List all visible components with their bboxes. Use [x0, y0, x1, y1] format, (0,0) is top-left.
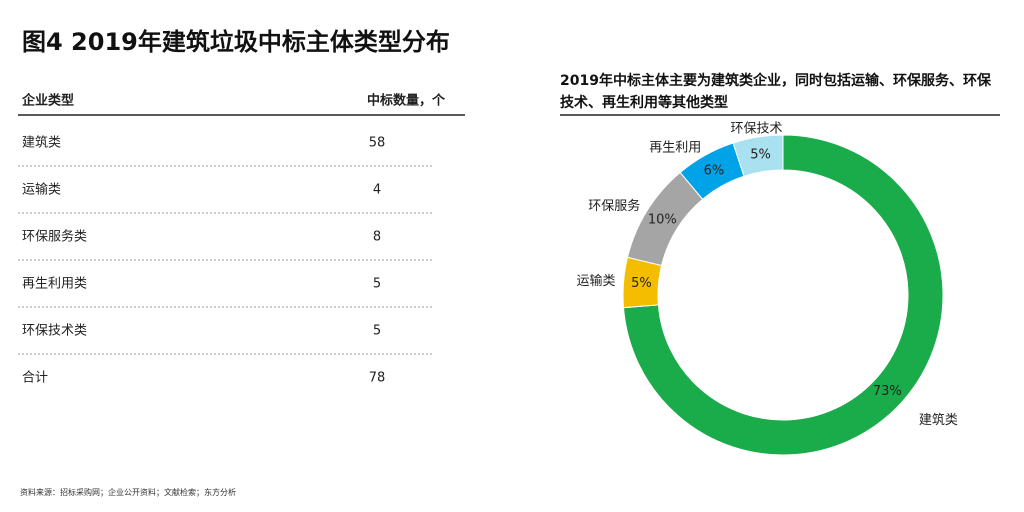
data-label: 5%	[631, 276, 652, 291]
row-label: 环保技术类	[22, 324, 87, 339]
category-label: 建筑类	[919, 412, 958, 428]
source-note: 资料来源：招标采购网；企业公开资料；文献检索；东方分析	[20, 488, 236, 497]
row-value: 4	[373, 183, 381, 198]
table-header: 中标数量，个	[367, 93, 446, 109]
row-value: 78	[369, 371, 386, 386]
data-label: 73%	[873, 384, 902, 399]
row-value: 58	[369, 136, 386, 151]
row-value: 5	[373, 277, 381, 292]
figure-title: 图4 2019年建筑垃圾中标主体类型分布	[22, 28, 450, 56]
category-label: 环保技术	[730, 122, 782, 137]
row-label: 运输类	[22, 182, 61, 198]
category-label: 再生利用	[649, 141, 701, 156]
row-value: 8	[373, 230, 381, 245]
row-label: 环保服务类	[22, 229, 87, 245]
data-label: 10%	[648, 213, 677, 228]
row-label: 合计	[22, 371, 48, 386]
row-label: 再生利用类	[22, 277, 87, 292]
chart-title: 2019年中标主体主要为建筑类企业，同时包括运输、环保服务、环保技术、再生利用等…	[560, 73, 991, 111]
donut-segment	[622, 134, 944, 456]
donut-segment	[732, 134, 784, 177]
category-label: 环保服务	[588, 198, 640, 214]
row-label: 建筑类	[22, 135, 61, 151]
category-label: 运输类	[577, 273, 616, 289]
data-label: 6%	[704, 163, 725, 178]
row-value: 5	[373, 324, 381, 339]
data-label: 5%	[750, 147, 771, 162]
table-header: 企业类型	[21, 93, 74, 109]
